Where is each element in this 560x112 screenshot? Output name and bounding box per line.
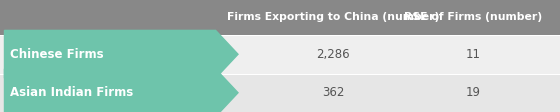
Text: Chinese Firms: Chinese Firms [11,48,104,61]
Bar [0,73,560,112]
Bar [0,35,560,37]
Polygon shape [4,69,238,112]
Polygon shape [4,30,238,78]
Bar [0,35,560,73]
Text: Firms Exporting to China (number): Firms Exporting to China (number) [227,13,440,23]
Text: 2,286: 2,286 [316,48,350,61]
Bar [0,0,560,35]
Text: Asian Indian Firms: Asian Indian Firms [11,86,134,99]
Text: 19: 19 [466,86,480,99]
Text: 11: 11 [466,48,480,61]
Text: 362: 362 [322,86,344,99]
Text: RSE of Firms (number): RSE of Firms (number) [404,13,542,23]
Bar [0,73,560,75]
